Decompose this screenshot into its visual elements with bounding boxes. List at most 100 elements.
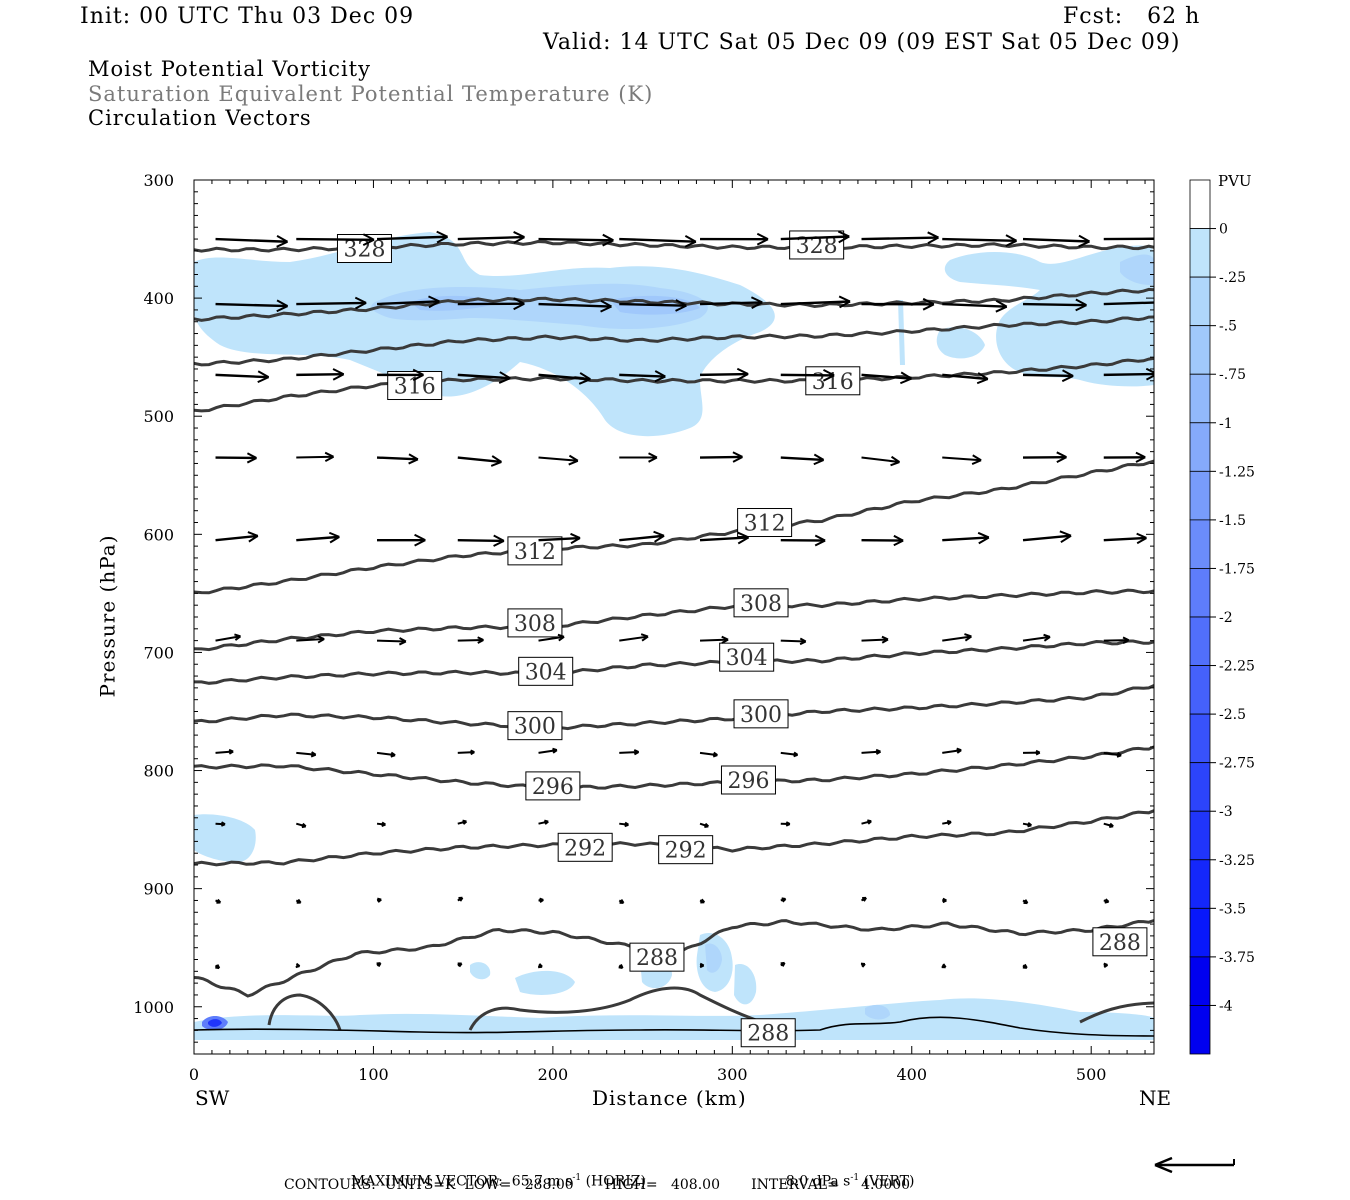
circulation-vector — [780, 295, 851, 309]
pv-area-thin-strip — [898, 300, 905, 365]
contour-label: 296 — [525, 771, 581, 801]
colorbar-cell — [1189, 1005, 1211, 1055]
contour-label: 328 — [789, 230, 845, 260]
colorbar-label: -3.75 — [1219, 950, 1255, 966]
circulation-vector — [538, 299, 612, 313]
colorbar-cell — [1189, 713, 1211, 764]
circulation-vector — [780, 230, 850, 244]
pv-area-upper-right-3 — [1120, 254, 1154, 286]
circulation-vector — [1022, 633, 1051, 642]
circulation-vector — [457, 231, 525, 244]
x-axis-right-end: NE — [1139, 1086, 1172, 1110]
circulation-vector — [780, 637, 807, 646]
circulation-vector — [618, 963, 624, 970]
circulation-vector — [699, 367, 749, 381]
svg-text:300: 300 — [740, 703, 782, 728]
circulation-vector — [296, 751, 317, 758]
contour-label: 308 — [733, 588, 789, 618]
contour-label: 288 — [1092, 927, 1148, 957]
pv-area-bottom-sfc — [194, 998, 1154, 1040]
circulation-vector — [538, 963, 543, 969]
x-tick-label: 500 — [1076, 1065, 1107, 1084]
circulation-vector — [457, 636, 484, 644]
pv-colorbar: 0 -.25 -.5 -.75 -1 -1.25 -1.5 -1.75 -2 -2.25 -2.5 -… — [1189, 179, 1255, 1055]
svg-text:308: 308 — [740, 592, 782, 617]
circulation-vector — [376, 751, 396, 758]
colorbar-label: -1.5 — [1219, 513, 1246, 529]
contour-label: 300 — [507, 711, 563, 741]
circulation-vector — [619, 299, 687, 312]
colorbar-cell — [1189, 956, 1211, 1006]
circulation-vector — [861, 748, 882, 755]
isentrope-308 — [194, 588, 1154, 652]
x-tick-label: 200 — [538, 1065, 569, 1084]
pv-area-upper-right — [944, 245, 1154, 387]
colorbar-label: -3.5 — [1219, 901, 1246, 917]
contour-label: 288 — [629, 942, 685, 972]
colorbar-label: -2.25 — [1219, 659, 1255, 675]
circulation-vector — [942, 454, 982, 465]
isentrope-288-lobe-1 — [267, 993, 342, 1031]
isentrope-296 — [194, 745, 1154, 791]
circulation-vector — [619, 821, 629, 828]
circulation-vector — [1022, 298, 1087, 312]
isentrope-288-lobe-3 — [1079, 1001, 1154, 1024]
circulation-vector — [1022, 451, 1067, 464]
y-tick-label: 600 — [143, 525, 174, 544]
max-vector-line: MAXIMUM VECTOR: 65.7 m s-1 (HORIZ) — [342, 1157, 646, 1190]
circulation-vector — [780, 751, 799, 758]
circulation-vector — [942, 531, 990, 545]
circulation-vector — [538, 897, 544, 903]
circulation-vector — [538, 633, 565, 642]
x-tick-label: 0 — [189, 1065, 199, 1084]
y-tick-label: 400 — [143, 289, 174, 308]
isentrope-288-lobe-2 — [468, 986, 771, 1031]
contour-label: 304 — [719, 642, 775, 672]
pv-area-bottom-left-2 — [515, 970, 575, 995]
svg-text:308: 308 — [514, 612, 556, 637]
svg-text:304: 304 — [525, 660, 567, 685]
colorbar-unit: PVU — [1218, 172, 1252, 190]
circulation-vector — [619, 633, 649, 642]
svg-text:292: 292 — [564, 836, 606, 861]
circulation-vector — [538, 233, 614, 247]
circulation-vector — [619, 452, 658, 463]
circulation-vector — [942, 819, 952, 826]
circulation-vector — [699, 635, 729, 644]
circulation-vector — [376, 897, 382, 903]
circulation-vector — [215, 821, 226, 827]
circulation-vector — [296, 635, 325, 644]
circulation-vector — [296, 233, 375, 247]
circulation-vector — [215, 299, 289, 313]
circulation-vector — [861, 534, 904, 547]
svg-text:316: 316 — [812, 370, 854, 395]
pv-area-sfc-blob-2 — [208, 1019, 222, 1027]
colorbar-cell — [1189, 762, 1211, 812]
svg-text:296: 296 — [727, 769, 769, 794]
circulation-vector — [1022, 234, 1090, 248]
field-title-theta-es: Saturation Equivalent Potential Temperat… — [88, 82, 654, 106]
circulation-vector — [861, 297, 935, 311]
circulation-vector — [1103, 367, 1154, 381]
circulation-vector — [780, 453, 825, 466]
colorbar-cell — [1189, 907, 1211, 958]
max-vector-vert-line: 8.0 dPa s-1 (VERT) — [777, 1157, 915, 1190]
circulation-vector — [700, 232, 769, 246]
max-vector-vert: 8.0 dPa s — [785, 1173, 851, 1190]
circulation-vector — [215, 898, 222, 904]
axes: 0 100 200 300 400 500 300 400 500 600 700 800 900 100… — [133, 171, 1154, 1084]
circulation-vector — [942, 372, 989, 385]
y-tick-label: 800 — [143, 762, 174, 781]
circulation-vector — [296, 296, 367, 310]
svg-text:304: 304 — [726, 646, 768, 671]
isentrope-304 — [194, 639, 1154, 685]
colorbar-cell — [1189, 373, 1211, 424]
pv-area-upper-left-2 — [371, 283, 708, 330]
contour-label: 304 — [518, 656, 574, 686]
circulation-vector — [700, 451, 743, 463]
colorbar-cell — [1189, 810, 1211, 861]
circulation-vector — [457, 819, 468, 825]
svg-text:288: 288 — [1099, 931, 1141, 956]
circulation-vector — [861, 231, 939, 245]
colorbar-label: -.75 — [1219, 367, 1246, 383]
